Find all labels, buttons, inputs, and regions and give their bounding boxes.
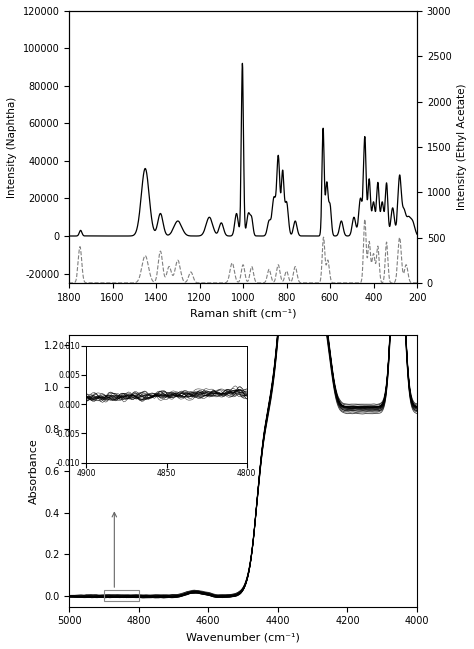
- Y-axis label: Intensity (Ethyl Acetate): Intensity (Ethyl Acetate): [457, 84, 467, 210]
- X-axis label: Wavenumber (cm⁻¹): Wavenumber (cm⁻¹): [186, 632, 300, 642]
- Y-axis label: Absorbance: Absorbance: [28, 438, 38, 504]
- X-axis label: Raman shift (cm⁻¹): Raman shift (cm⁻¹): [190, 308, 296, 318]
- Y-axis label: Intensity (Naphtha): Intensity (Naphtha): [7, 96, 17, 197]
- Bar: [104, 591, 139, 601]
